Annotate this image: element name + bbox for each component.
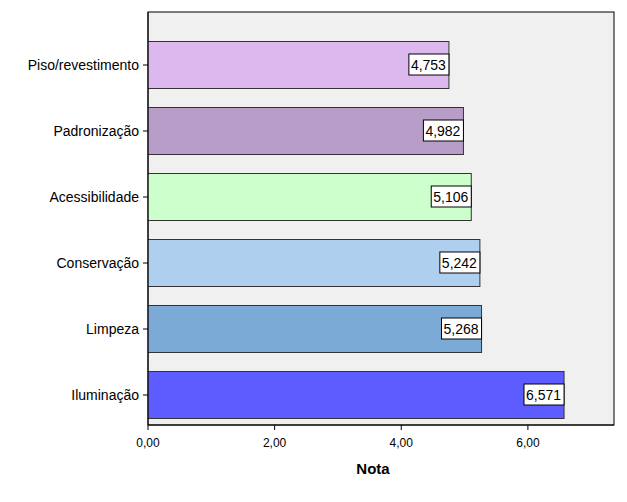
x-axis-title: Nota (356, 460, 390, 477)
x-tick (148, 425, 149, 430)
data-label-box (524, 384, 564, 405)
y-tick (143, 197, 148, 198)
bar (148, 174, 471, 221)
x-tick-label: 4,00 (390, 436, 414, 450)
category-label: Padronização (53, 123, 139, 139)
x-tick (274, 425, 275, 430)
bar (148, 108, 463, 155)
bars (148, 42, 564, 419)
category-label: Limpeza (86, 321, 139, 337)
chart: Piso/revestimento Padronização Acessibilid… (0, 0, 627, 502)
category-label: Conservação (57, 255, 140, 271)
x-tick (527, 425, 528, 430)
bar (148, 306, 482, 353)
data-label: 5,106 (433, 189, 468, 205)
plot-area (148, 12, 614, 425)
x-tick-label: 6,00 (516, 436, 540, 450)
category-label: Iluminação (71, 387, 139, 403)
bar (148, 372, 564, 419)
bar (148, 240, 480, 287)
data-label: 4,753 (411, 57, 446, 73)
data-label-box (440, 252, 480, 273)
y-tick (143, 263, 148, 264)
category-label: Piso/revestimento (28, 57, 139, 73)
y-tick (143, 395, 148, 396)
data-label-box (431, 186, 471, 207)
x-axis (148, 425, 614, 426)
data-label: 5,242 (442, 255, 477, 271)
bar (148, 42, 449, 89)
y-tick (143, 65, 148, 66)
data-label: 5,268 (443, 321, 478, 337)
y-tick (143, 131, 148, 132)
data-label-box (441, 318, 481, 339)
data-label-box (423, 120, 463, 141)
data-labels: 4,753 4,982 5,106 5,242 5,268 6,571 (409, 54, 564, 405)
data-label: 6,571 (526, 387, 561, 403)
x-tick (401, 425, 402, 430)
data-label: 4,982 (425, 123, 460, 139)
y-axis (148, 12, 149, 425)
x-tick-label: 0,00 (136, 436, 160, 450)
data-label-box (409, 54, 449, 75)
x-tick-label: 2,00 (263, 436, 287, 450)
y-tick (143, 329, 148, 330)
category-label: Acessibilidade (50, 189, 140, 205)
